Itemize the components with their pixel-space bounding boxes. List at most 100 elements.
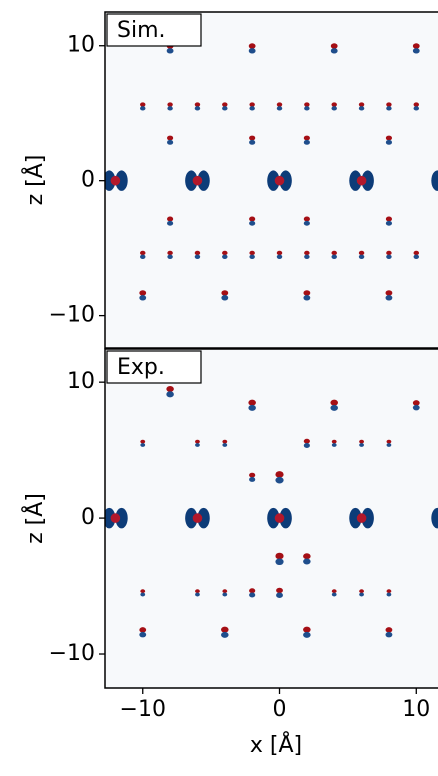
lobe [195,443,200,447]
lobe [166,48,174,54]
spot [385,627,393,638]
lobe [274,175,285,186]
lobe [386,106,392,111]
plot-frame [104,11,438,349]
lobe [195,439,200,444]
spot [412,400,420,411]
lobe [139,290,147,296]
lobe [222,439,228,444]
lobe [349,170,362,191]
lobe [303,216,310,222]
spot [303,135,310,145]
spot [386,589,392,597]
lobe [303,135,310,141]
lobe [279,507,292,529]
spot [195,589,200,597]
spot [359,589,364,597]
lobe [386,250,392,256]
lobe [222,254,228,259]
lobe [274,513,285,523]
lobe [167,102,173,107]
lobe [385,290,393,296]
lobe [197,507,210,529]
spot [303,438,310,448]
lobe [276,250,283,256]
lobe [385,220,393,226]
lobe [385,631,393,638]
y-tick-label: 10 [67,369,95,394]
lobe [140,254,146,259]
lobe [413,106,420,111]
lobe [386,439,392,444]
lobe [248,404,256,411]
spot [249,102,255,111]
lobe [330,399,338,406]
lobe [386,592,392,597]
spot [222,250,228,259]
lobe [139,295,147,301]
lobe [185,170,198,191]
spot [221,290,229,301]
lobe [358,250,365,256]
spot [349,170,374,191]
lobe [276,592,283,598]
lobe [167,250,173,256]
lobe [386,443,392,447]
lobe [385,216,393,222]
lobe [248,399,256,406]
lobe [331,439,337,444]
lobe [167,106,173,111]
lobe [276,254,283,259]
lobe [249,592,256,598]
lobe [275,476,284,484]
spot [185,170,210,191]
spot [195,439,200,447]
spot [276,587,283,598]
lobe [140,443,146,447]
lobe [275,552,284,560]
lobe [304,250,310,256]
lobe [249,477,256,482]
lobe [249,254,255,259]
lobe [249,135,256,141]
lobe [413,102,420,107]
spot [330,399,338,411]
spot [140,589,146,597]
lobe [222,250,228,256]
lobe [249,250,255,256]
lobe [192,175,203,186]
lobe [222,443,228,447]
lobe [358,106,365,111]
lobe [140,106,146,111]
lobe [385,139,393,145]
lobe [194,250,201,256]
spot [359,439,364,447]
lobe [249,106,255,111]
spot [303,216,310,226]
lobe [303,139,310,145]
spot [194,250,201,259]
lobe [139,627,147,633]
spot [413,250,420,259]
spot [349,507,374,529]
lobe [412,404,420,411]
lobe [248,48,256,54]
lobe [115,170,128,191]
spot [140,102,146,111]
lobe [359,592,364,597]
spot [167,216,174,226]
lobe [267,170,280,191]
x-tick-label: 10 [402,697,430,722]
lobe [248,43,256,49]
lobe [330,404,338,411]
lobe [303,553,311,560]
lobe [276,106,283,111]
spot [358,102,365,111]
lobe [431,507,438,529]
lobe [167,139,174,145]
lobe [167,135,174,141]
lobe [413,254,420,259]
lobe [303,438,310,444]
lobe [105,170,116,191]
lobe [194,254,201,259]
